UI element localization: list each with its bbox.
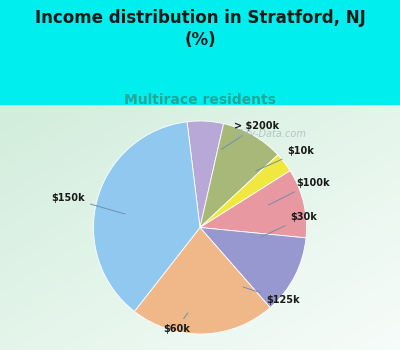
Text: Income distribution in Stratford, NJ
(%): Income distribution in Stratford, NJ (%) (35, 9, 365, 49)
Text: City-Data.com: City-Data.com (230, 130, 306, 139)
Text: $100k: $100k (268, 178, 330, 205)
Wedge shape (200, 155, 290, 228)
Text: $125k: $125k (243, 287, 300, 305)
Text: $30k: $30k (261, 212, 318, 237)
Wedge shape (200, 171, 306, 238)
Wedge shape (94, 122, 200, 312)
Wedge shape (134, 228, 270, 334)
Wedge shape (200, 124, 278, 228)
Wedge shape (200, 228, 306, 308)
Text: $60k: $60k (163, 313, 190, 334)
Text: $150k: $150k (51, 193, 125, 214)
Text: > $200k: > $200k (222, 121, 279, 149)
Text: Multirace residents: Multirace residents (124, 93, 276, 107)
Wedge shape (187, 121, 224, 228)
Text: $10k: $10k (256, 146, 314, 171)
